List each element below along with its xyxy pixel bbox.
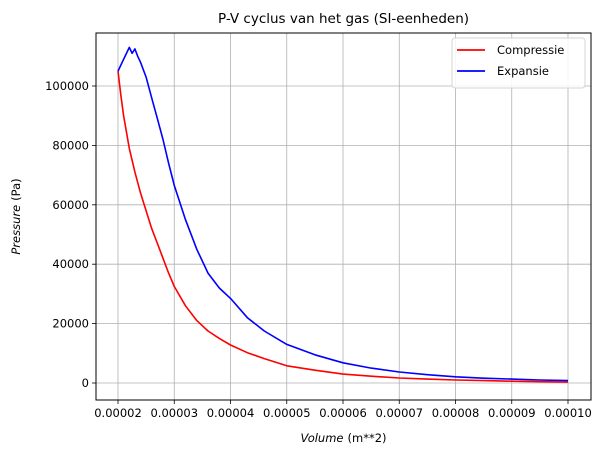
x-tick-label: 0.00007	[375, 406, 423, 420]
legend-box	[451, 37, 586, 89]
plot-frame	[95, 32, 592, 401]
x-axis-label: Volume (m**2)	[301, 431, 387, 445]
y-tick-label: 20000	[52, 317, 89, 331]
y-tick-label: 80000	[52, 138, 89, 152]
y-axis-label-unit: (Pa)	[9, 178, 23, 200]
x-tick-label: 0.00004	[207, 406, 255, 420]
y-tick-label: 60000	[52, 198, 89, 212]
data-series	[117, 46, 569, 383]
chart-title: P-V cyclus van het gas (SI-eenheden)	[218, 11, 469, 27]
series-line-expansie	[117, 46, 569, 382]
x-tick-label: 0.00009	[488, 406, 536, 420]
y-axis-ticks: 0 20000 40000 60000 80000 100000	[45, 79, 96, 390]
x-tick-label: 0.00006	[319, 406, 367, 420]
grid-lines	[96, 33, 591, 400]
x-axis-label-unit: (m**2)	[348, 431, 387, 445]
legend: Compressie Expansie	[451, 37, 586, 89]
legend-label-expansie: Expansie	[497, 64, 549, 78]
series-line-compressie	[117, 71, 569, 383]
y-tick-label: 100000	[45, 79, 89, 93]
x-tick-label: 0.00008	[432, 406, 480, 420]
x-axis-label-name: Volume	[301, 431, 344, 445]
y-axis-label: Pressure (Pa)	[9, 178, 23, 254]
y-axis-label-name: Pressure	[9, 205, 23, 255]
x-tick-label: 0.00002	[94, 406, 142, 420]
x-axis-ticks: 0.00002 0.00003 0.00004 0.00005 0.00006 0.000…	[94, 400, 592, 420]
y-tick-label: 40000	[52, 257, 89, 271]
x-tick-label: 0.00003	[150, 406, 198, 420]
x-tick-label: 0.00005	[263, 406, 311, 420]
legend-label-compressie: Compressie	[497, 43, 564, 57]
x-tick-label: 0.00010	[544, 406, 592, 420]
y-tick-label: 0	[82, 376, 89, 390]
